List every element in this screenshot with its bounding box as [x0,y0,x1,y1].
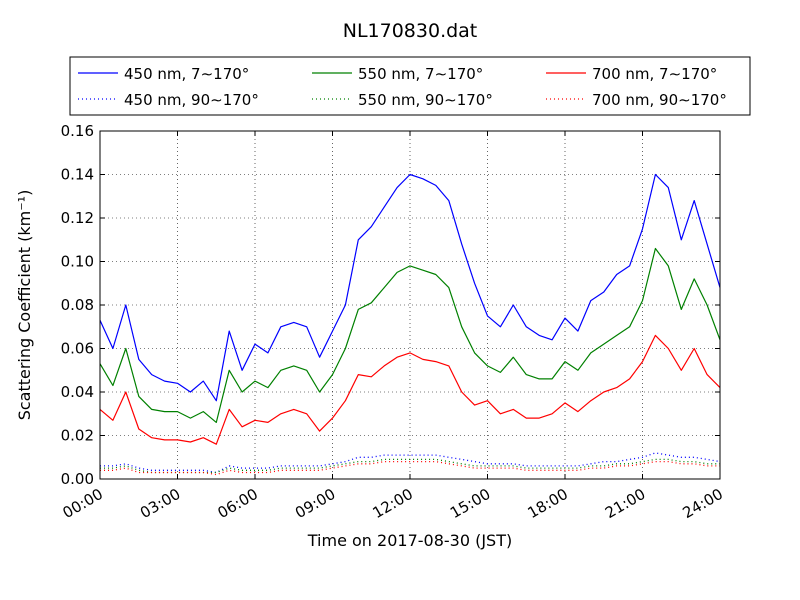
x-tick-label: 21:00 [602,485,648,522]
plot-area: 0.00 0.02 0.04 0.06 0.08 0.10 0.12 0.14 0.16 00:0… [60,122,726,522]
legend-label-3: 550 nm, 7∼170° [358,65,483,83]
y-tick-label: 0.14 [61,166,94,184]
x-tick-label: 06:00 [215,485,261,522]
x-tick-label: 12:00 [370,485,416,522]
legend-label-5: 700 nm, 7∼170° [592,65,717,83]
legend-frame [69,56,751,116]
x-tick-label: 09:00 [292,485,338,522]
y-tick-label: 0.04 [61,383,94,401]
series-line-2 [100,452,721,474]
series-line-3 [99,247,721,423]
legend-label-2: 450 nm, 90∼170° [124,91,259,109]
y-tick-label: 0.02 [61,427,94,445]
x-tick-label: 00:00 [60,485,106,522]
legend: 450 nm, 7∼170° 450 nm, 90∼170° 550 nm, 7∼1… [69,56,751,116]
x-tick-label: 24:00 [680,485,726,522]
y-tick-label: 0.08 [61,296,94,314]
y-tick-label: 0.16 [61,122,94,140]
x-tick-label: 03:00 [137,485,183,522]
y-axis-label: Scattering Coefficient (km⁻¹) [15,190,34,421]
x-axis-label: Time on 2017-08-30 (JST) [307,531,512,550]
legend-label-6: 700 nm, 90∼170° [592,91,727,109]
y-tick-label: 0.00 [61,470,94,488]
series-line-5 [99,334,721,445]
series-line-1 [99,173,721,402]
chart-title: NL170830.dat [343,20,478,42]
x-tick-label: 15:00 [447,485,493,522]
x-tick-label: 18:00 [525,485,571,522]
y-tick-label: 0.06 [61,340,94,358]
y-tick-label: 0.10 [61,253,94,271]
series-line-6 [100,460,720,476]
legend-label-4: 550 nm, 90∼170° [358,91,493,109]
legend-label-1: 450 nm, 7∼170° [124,65,249,83]
y-tick-label: 0.12 [61,209,94,227]
